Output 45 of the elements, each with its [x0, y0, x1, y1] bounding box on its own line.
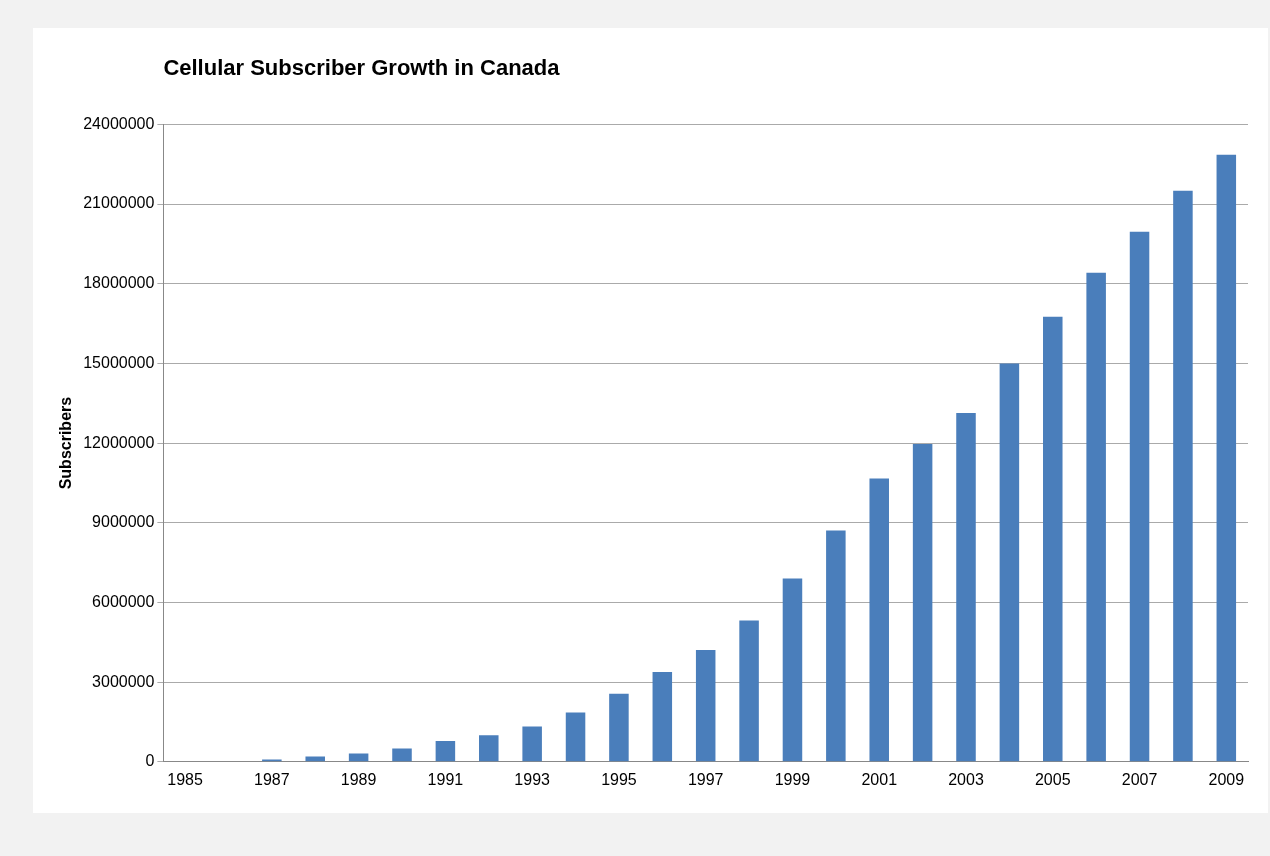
y-tick-label: 0: [145, 752, 155, 770]
y-axis-title: Subscribers: [57, 396, 75, 490]
x-tick-label: 2003: [948, 770, 984, 788]
y-tick-label: 9000000: [92, 513, 155, 531]
y-tick-label: 15000000: [83, 353, 155, 371]
x-tick-label: 1989: [340, 770, 377, 788]
x-tick-label: 1985: [167, 770, 203, 788]
x-tick-label: 2009: [1208, 770, 1245, 788]
bar: [956, 413, 976, 762]
x-tick-label: 2007: [1121, 770, 1158, 788]
bar: [435, 741, 456, 762]
bar: [392, 748, 412, 762]
x-tick-label: 1987: [254, 770, 290, 788]
bar: [305, 756, 325, 762]
bar: [609, 693, 629, 762]
bar: [782, 578, 803, 762]
chart-title: Cellular Subscriber Growth in Canada: [163, 55, 561, 81]
y-tick-label: 24000000: [83, 114, 155, 132]
bar: [1043, 316, 1063, 762]
bar: [479, 735, 499, 762]
bar: [999, 363, 1020, 762]
x-tick-label: 1997: [687, 770, 724, 788]
x-tick-label: 2001: [861, 770, 898, 788]
bar: [565, 712, 586, 762]
bar: [912, 443, 933, 762]
bar: [1086, 272, 1106, 762]
x-tick-label: 2005: [1034, 770, 1071, 788]
bar: [869, 478, 889, 762]
x-tick-label: 1995: [601, 770, 637, 788]
bar: [652, 672, 673, 762]
bar: [739, 620, 759, 762]
y-tick-label: 12000000: [83, 433, 155, 451]
bar: [1129, 231, 1150, 762]
x-tick-label: 1999: [774, 770, 811, 788]
y-tick-label: 3000000: [92, 672, 155, 690]
y-tick-label: 21000000: [83, 194, 155, 212]
bar: [695, 649, 716, 762]
x-tick-label: 1993: [514, 770, 551, 788]
y-tick-label: 6000000: [92, 592, 155, 610]
bar: [1216, 154, 1237, 762]
bar: [826, 530, 846, 762]
x-tick-label: 1991: [427, 770, 464, 788]
bar: [1173, 190, 1193, 762]
y-tick-label: 18000000: [83, 274, 155, 292]
bar: [522, 726, 542, 762]
